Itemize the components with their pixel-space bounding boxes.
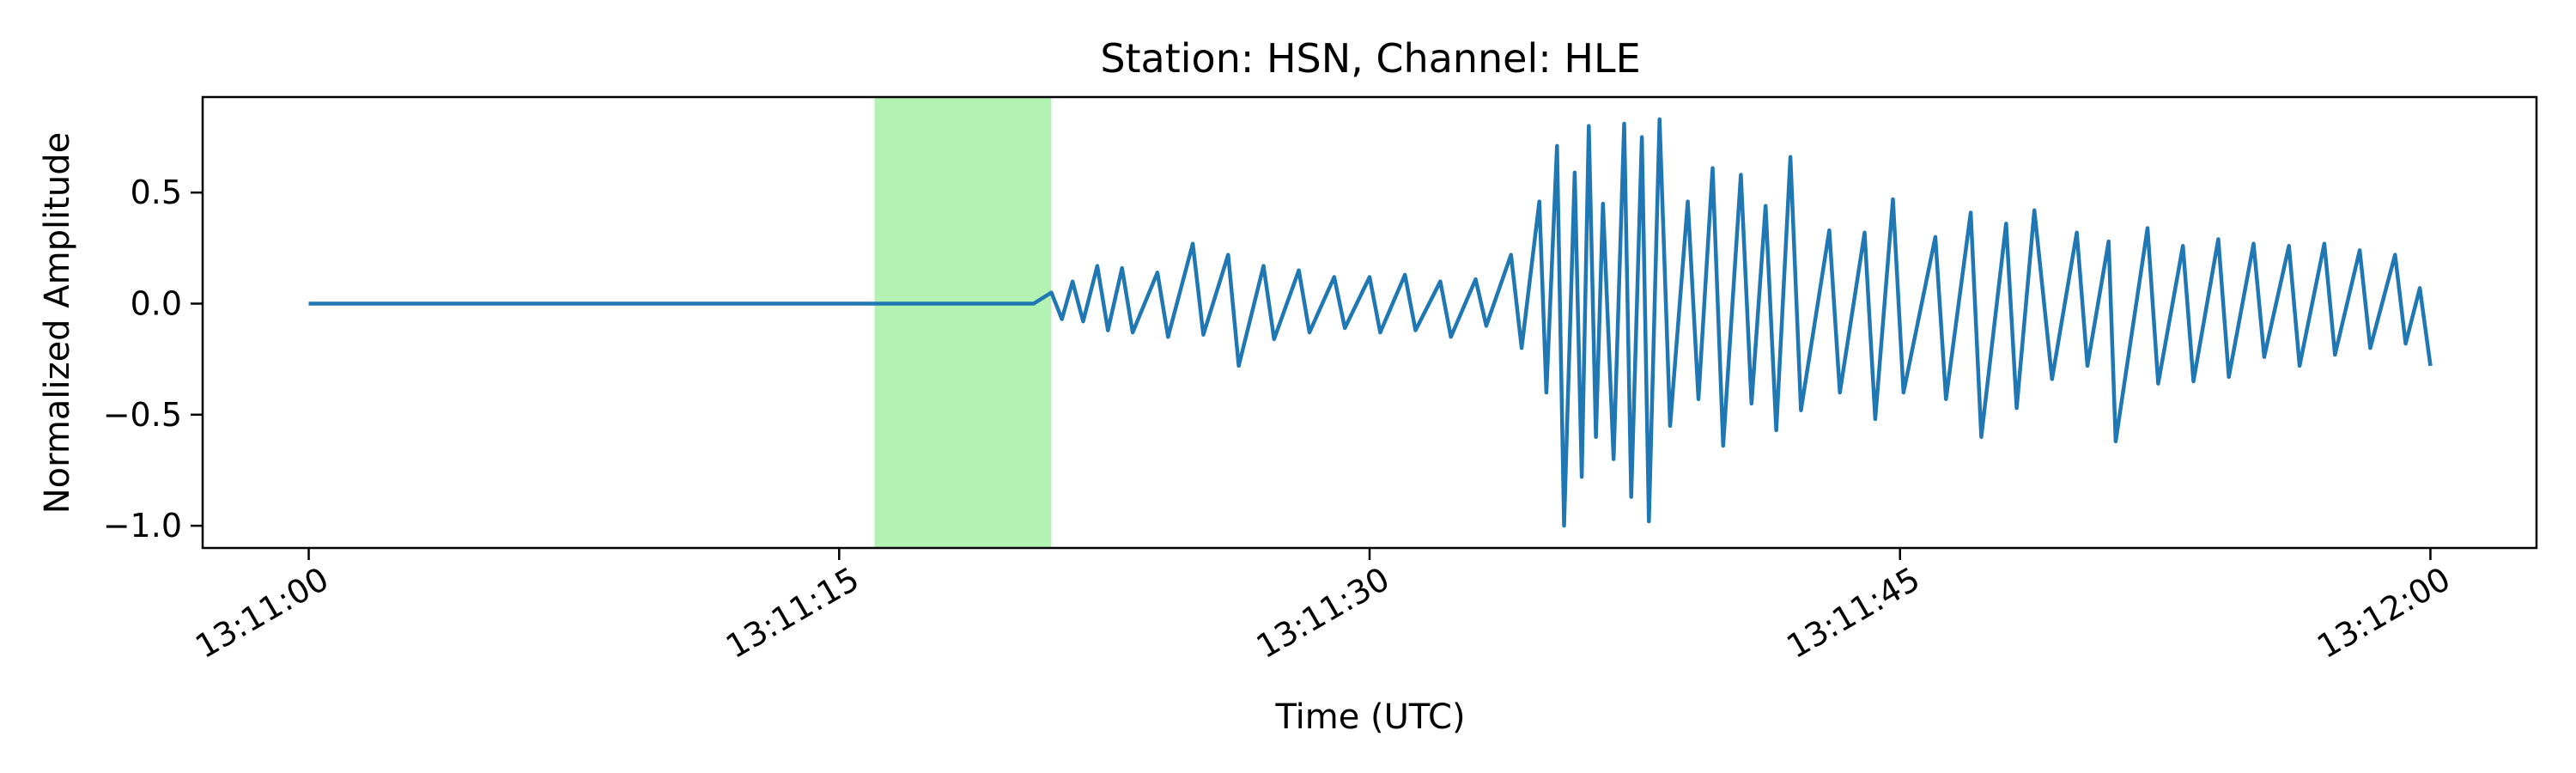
chart-title: Station: HSN, Channel: HLE xyxy=(1100,35,1640,82)
highlight-span xyxy=(874,97,1052,548)
y-axis-label: Normalized Amplitude xyxy=(38,132,77,514)
y-axis-ticks: 0.5 0.0 −0.5 −1.0 xyxy=(103,173,203,545)
y-tick-label: −1.0 xyxy=(103,507,182,545)
waveform-series-line xyxy=(308,117,2433,528)
y-tick-label: 0.5 xyxy=(131,173,182,211)
x-axis-label: Time (UTC) xyxy=(1274,697,1465,737)
series-layer xyxy=(308,117,2433,528)
y-tick-label: 0.0 xyxy=(131,285,182,323)
y-tick-label: −0.5 xyxy=(103,396,182,434)
